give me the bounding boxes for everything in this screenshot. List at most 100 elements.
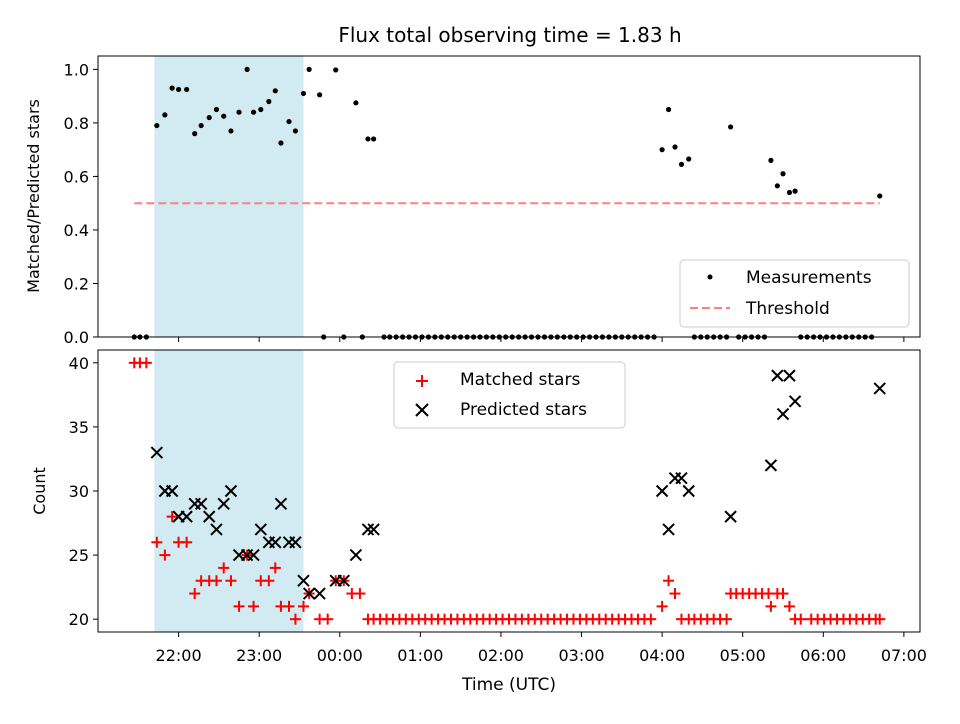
predicted-point (289, 536, 302, 549)
x-tick-label: 07:00 (881, 646, 927, 665)
bottom-legend: Matched stars Predicted stars (393, 361, 626, 429)
measurement-point (877, 193, 883, 199)
matched-point (283, 600, 295, 612)
measurement-point (184, 86, 190, 93)
matched-point (645, 613, 657, 625)
x-tick-label: 02:00 (478, 646, 524, 665)
x-tick-label: 05:00 (720, 646, 766, 665)
measurement-point (786, 189, 793, 196)
measurement-point (278, 140, 284, 146)
top-y-label: Matched/Predicted stars (24, 99, 43, 293)
matched-point (765, 600, 777, 612)
matched-point (874, 613, 886, 625)
predicted-point (297, 574, 310, 587)
measurement-point (728, 124, 734, 130)
x-tick-label: 00:00 (317, 646, 363, 665)
legend-predicted-label: Predicted stars (460, 400, 587, 420)
predicted-point (224, 484, 238, 498)
top-y-tick-label: 0.0 (64, 328, 89, 347)
measurement-point (198, 122, 204, 129)
matched-point (218, 562, 230, 574)
predicted-point (788, 395, 802, 408)
legend-measurements-marker (707, 274, 713, 280)
legend-threshold-label: Threshold (745, 299, 830, 319)
top-y-tick-label: 0.6 (64, 167, 89, 186)
matched-point (721, 613, 733, 625)
measurement-point (272, 88, 278, 94)
matched-point (189, 588, 201, 600)
measurement-point (768, 157, 774, 163)
predicted-point (675, 471, 688, 485)
bottom-shaded-span (154, 350, 304, 632)
top-y-tick-label: 0.4 (64, 221, 89, 240)
measurement-points (131, 66, 883, 340)
predicted-point (776, 407, 790, 421)
measurement-point (162, 112, 168, 118)
matched-point (233, 600, 245, 612)
predicted-point (269, 536, 282, 549)
measurement-point (169, 85, 175, 91)
matched-point (159, 549, 171, 561)
legend-matched-marker (416, 375, 428, 387)
x-axis-label: Time (UTC) (461, 675, 556, 695)
predicted-point (150, 446, 164, 459)
bottom-legend-box (393, 361, 626, 429)
matched-point (322, 613, 334, 625)
predicted-point (203, 510, 216, 523)
predicted-point (302, 587, 316, 600)
measurement-point (244, 66, 250, 72)
predicted-point (254, 523, 267, 536)
matched-point (656, 600, 668, 612)
matched-point (140, 357, 152, 369)
predicted-point (662, 523, 675, 536)
legend-matched-label: Matched stars (460, 370, 580, 390)
matched-point (248, 600, 260, 612)
x-tick-label: 04:00 (639, 646, 685, 665)
predicted-point (367, 523, 380, 536)
matched-point (181, 536, 193, 548)
predicted-point (274, 497, 288, 511)
bottom-y-axis: 20 25 30 35 40 (69, 354, 98, 629)
measurement-point (792, 188, 798, 194)
matched-point (783, 600, 795, 612)
measurement-point (154, 122, 160, 129)
top-y-tick-label: 1.0 (64, 60, 89, 79)
measurement-point (175, 86, 182, 93)
predicted-point (724, 510, 737, 523)
matched-point (354, 588, 366, 600)
top-plot-frame (97, 55, 921, 338)
x-tick-label: 01:00 (397, 646, 443, 665)
predicted-point (764, 459, 778, 472)
matched-point (210, 575, 222, 587)
matched-point (166, 511, 178, 523)
predicted-point (349, 548, 363, 562)
bottom-y-tick-label: 40 (69, 354, 89, 373)
top-y-tick-label: 0.8 (64, 114, 89, 133)
top-y-tick-label: 0.2 (64, 274, 89, 293)
predicted-point (180, 510, 193, 523)
measurement-point (300, 90, 307, 97)
top-legend-box (679, 259, 910, 328)
measurement-point (206, 114, 212, 121)
x-tick-label: 22:00 (156, 646, 202, 665)
predicted-point (337, 574, 351, 587)
matched-point (298, 600, 309, 612)
predicted-point (194, 497, 208, 511)
bottom-y-tick-label: 25 (69, 546, 89, 565)
predicted-point (210, 523, 223, 536)
top-panel: 0.0 0.2 0.4 0.6 0.8 1.0 Matched/Predicted sta… (24, 55, 921, 347)
predicted-point (217, 497, 230, 511)
measurement-point (780, 171, 786, 177)
measurement-point (266, 98, 272, 105)
predicted-point (361, 523, 375, 536)
measurement-point (672, 144, 678, 150)
predicted-point (313, 587, 326, 600)
measurement-point (686, 156, 692, 162)
bottom-x-axis: 22:00 23:00 00:00 01:00 02:00 03:00 04:00 05:00… (156, 632, 927, 665)
matched-point (777, 588, 789, 600)
measurement-point (250, 109, 257, 115)
measurement-point (353, 100, 359, 106)
x-tick-label: 06:00 (800, 646, 846, 665)
top-y-axis: 0.0 0.2 0.4 0.6 0.8 1.0 (64, 60, 98, 347)
measurement-point (213, 106, 220, 113)
